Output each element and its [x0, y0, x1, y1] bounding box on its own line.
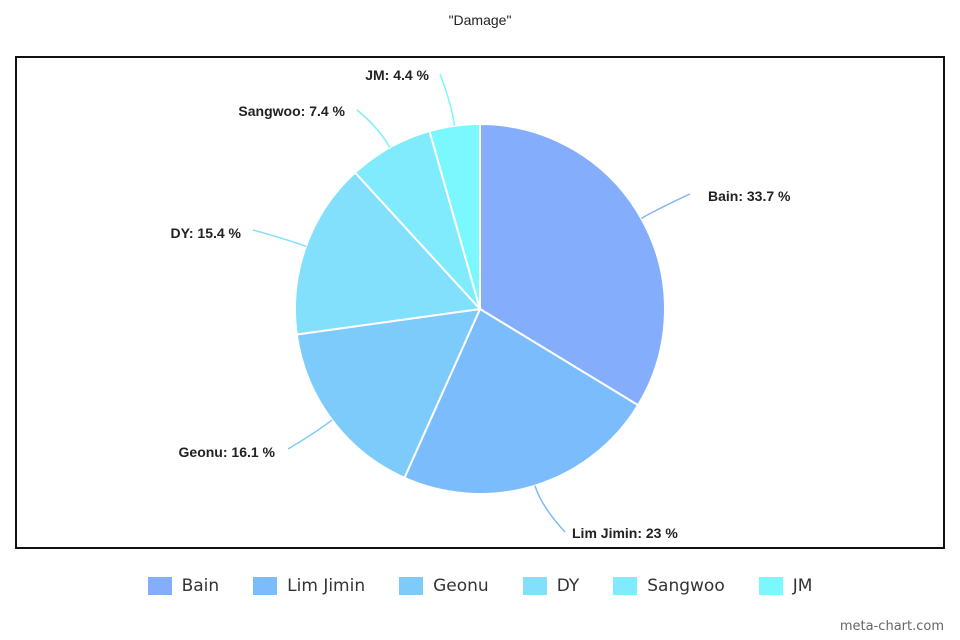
legend-label: DY: [556, 576, 580, 596]
legend-item-sangwoo: Sangwoo: [613, 576, 725, 596]
leader-line-sangwoo: [356, 109, 391, 148]
data-label-geonu: Geonu: 16.1 %: [179, 444, 276, 460]
legend-label: Geonu: [433, 576, 489, 596]
leader-line-lim-jimin: [534, 485, 566, 533]
pie-slice-dy: [294, 171, 483, 336]
legend-swatch: [147, 577, 172, 595]
legend-swatch: [253, 577, 278, 595]
chart-title: "Damage": [448, 12, 512, 28]
pie-slice-lim-jimin: [403, 307, 640, 495]
legend-item-geonu: Geonu: [399, 576, 489, 596]
data-label-dy: DY: 15.4 %: [170, 225, 241, 241]
pie-slice-jm: [428, 122, 481, 310]
leader-line-dy: [252, 229, 307, 248]
legend-item-dy: DY: [522, 576, 580, 596]
legend-item-lim-jimin: Lim Jimin: [253, 576, 365, 596]
data-label-sangwoo: Sangwoo: 7.4 %: [238, 103, 345, 119]
legend-swatch: [522, 577, 547, 595]
leader-line-geonu: [287, 419, 333, 450]
legend-label: Sangwoo: [647, 576, 725, 596]
leader-line-jm: [439, 73, 456, 126]
legend-item-bain: Bain: [147, 576, 220, 596]
pie-slice-bain: [479, 122, 666, 407]
legend-label: Bain: [181, 576, 220, 596]
legend-label: Lim Jimin: [287, 576, 366, 596]
leader-line-bain: [640, 193, 691, 220]
plot-area: [15, 56, 945, 549]
data-label-bain: Bain: 33.7 %: [708, 188, 791, 204]
legend-label: JM: [792, 576, 813, 596]
data-label-jm: JM: 4.4 %: [365, 67, 429, 83]
watermark: meta-chart.com: [839, 619, 944, 634]
legend-swatch: [758, 577, 783, 595]
legend-item-jm: JM: [758, 576, 813, 596]
legend: Bain Lim Jimin Geonu DY Sangwoo JM: [0, 576, 960, 596]
pie-slice-geonu: [295, 307, 482, 480]
legend-swatch: [613, 577, 638, 595]
data-label-lim-jimin: Lim Jimin: 23 %: [572, 525, 678, 541]
legend-swatch: [399, 577, 424, 595]
